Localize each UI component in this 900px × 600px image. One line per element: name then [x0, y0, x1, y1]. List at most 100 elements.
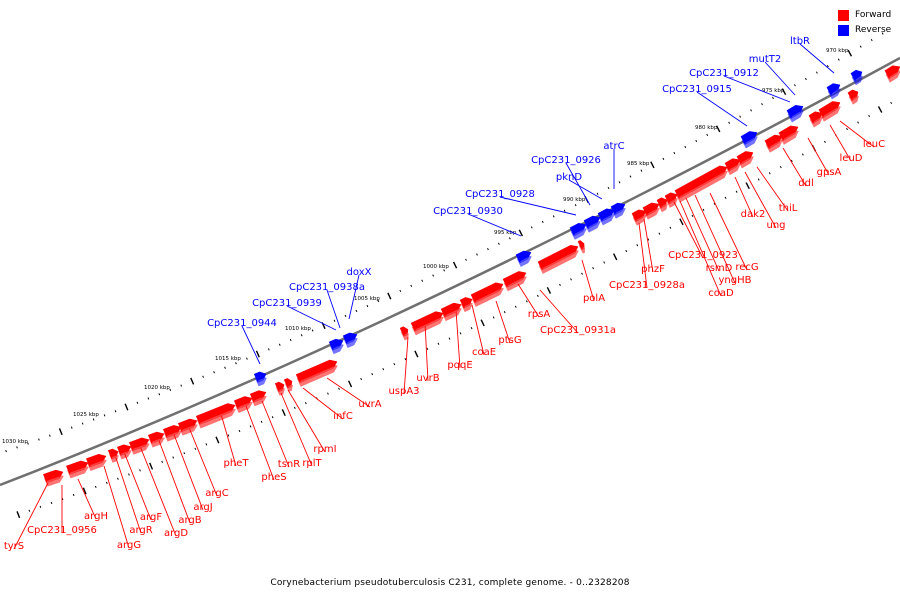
forward-gene-feature [847, 89, 859, 105]
forward-leader-line [471, 304, 485, 356]
forward-leader-line [495, 300, 511, 344]
forward-gene-label: argH [84, 511, 108, 522]
scale-tick [448, 337, 451, 340]
scale-tick [393, 362, 396, 366]
scale-tick [857, 121, 859, 124]
forward-leader-line [115, 457, 142, 534]
reverse-gene-feature [253, 371, 267, 387]
forward-gene-feature [502, 271, 527, 292]
scale-tick [824, 140, 826, 143]
scale-label: 970 kbp [826, 48, 849, 54]
forward-gene-feature [177, 418, 198, 436]
scale-tick [371, 372, 374, 376]
forward-leader-line [679, 200, 722, 297]
forward-gene-label: CpC231_0928a [609, 280, 685, 291]
reverse-swatch [838, 25, 849, 36]
reverse-leader-line [568, 179, 603, 200]
scale-tick [72, 493, 75, 497]
scale-tick [662, 157, 665, 161]
forward-leader-line [694, 194, 736, 284]
scale-tick [366, 304, 369, 308]
scale-tick [81, 422, 84, 425]
scale-tick [541, 220, 544, 224]
scale-tick [476, 253, 478, 256]
scale-tick [147, 397, 150, 400]
scale-tick [117, 477, 119, 480]
forward-leader-line [261, 400, 290, 468]
genome-backbone [0, 56, 900, 487]
scale-tick [772, 96, 774, 100]
reverse-gene-label: CpC231_0928 [465, 189, 535, 200]
scale-tick [304, 402, 307, 405]
reverse-gene-label: CpC231_0912 [689, 68, 759, 79]
reverse-gene-feature [342, 332, 358, 348]
scale-tick [404, 357, 407, 361]
scale-tick [105, 481, 108, 484]
legend-label-forward: Forward [855, 10, 892, 20]
reverse-leader-line [565, 162, 591, 206]
forward-gene-feature [399, 326, 409, 341]
forward-gene-label: leuD [840, 153, 863, 164]
forward-leader-line [157, 437, 191, 524]
legend-label-reverse: Reverse [855, 25, 892, 35]
scale-tick [16, 446, 18, 449]
forward-gene-feature [65, 460, 89, 479]
forward-gene-label: polA [583, 293, 605, 304]
reverse-leader-line [286, 305, 337, 331]
reverse-gene-label: doxX [347, 267, 372, 278]
reverse-gene-label: ltbR [790, 36, 810, 47]
forward-leader-line [756, 166, 789, 212]
forward-gene-feature [440, 302, 462, 322]
reverse-leader-line [723, 75, 791, 103]
forward-leader-line [685, 197, 720, 272]
forward-leader-line [638, 222, 648, 289]
forward-leader-line [103, 465, 130, 549]
scale-tick [94, 485, 97, 489]
forward-gene-feature [577, 240, 586, 254]
forward-gene-label: rsmD [706, 263, 733, 274]
scale-tick [289, 338, 292, 342]
forward-leader-line [424, 322, 429, 382]
scale-tick [846, 127, 848, 131]
forward-gene-feature [778, 125, 799, 145]
forward-leader-line [220, 413, 237, 467]
scale-tick [552, 215, 555, 218]
forward-gene-label: argJ [193, 502, 212, 513]
scale-tick [750, 109, 752, 112]
scale-tick [260, 420, 263, 423]
scale-tick [347, 380, 353, 388]
reverse-gene-feature [328, 338, 344, 355]
scale-tick [629, 175, 632, 178]
reverse-gene-feature [583, 215, 601, 233]
forward-leader-line [673, 201, 704, 259]
forward-gene-feature [43, 469, 64, 487]
scale-tick [28, 509, 31, 512]
reverse-leader-line [764, 61, 796, 96]
forward-gene-feature [724, 158, 741, 176]
forward-gene-feature [470, 282, 504, 307]
forward-gene-label: argC [205, 488, 228, 499]
forward-gene-feature [410, 311, 444, 336]
scale-tick [426, 347, 429, 351]
reverse-leader-line [348, 274, 360, 320]
scale-tick [518, 229, 523, 237]
forward-leader-line [187, 424, 218, 497]
scale-tick [172, 456, 175, 459]
scale-tick [169, 388, 172, 392]
scale-tick [50, 501, 53, 505]
forward-gene-label: gpsA [817, 167, 842, 178]
scale-tick [618, 181, 621, 184]
forward-gene-label: coaE [472, 347, 496, 358]
reverse-gene-label: pknD [556, 172, 582, 183]
scale-tick [5, 450, 7, 453]
scale-label: 1020 kbp [144, 385, 170, 391]
scale-tick [344, 314, 347, 318]
scale-tick [761, 103, 763, 106]
forward-gene-feature [808, 111, 823, 128]
scale-tick [139, 469, 141, 472]
reverse-gene-label: CpC231_0939 [252, 298, 322, 309]
scale-tick [847, 49, 853, 57]
reverse-gene-feature [850, 69, 863, 86]
forward-gene-feature [85, 453, 107, 471]
